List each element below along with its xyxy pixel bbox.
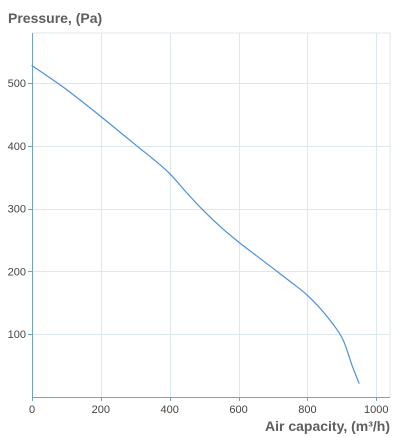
x-tick-label: 1000 bbox=[364, 404, 388, 416]
y-tick-label: 100 bbox=[8, 329, 26, 341]
x-tick-label: 600 bbox=[229, 404, 247, 416]
y-tick-label: 400 bbox=[8, 141, 26, 153]
x-tick-label: 800 bbox=[298, 404, 316, 416]
axes bbox=[28, 33, 390, 401]
tick-labels: 0 200 400 600 800 1000 100 200 300 400 500 bbox=[8, 78, 389, 416]
x-axis-title: Air capacity, (m³/h) bbox=[265, 418, 390, 434]
y-tick-label: 300 bbox=[8, 204, 26, 216]
x-tick-label: 200 bbox=[92, 404, 110, 416]
x-tick-label: 0 bbox=[29, 404, 35, 416]
x-tick-label: 400 bbox=[161, 404, 179, 416]
y-tick-label: 200 bbox=[8, 266, 26, 278]
series-layer bbox=[31, 65, 360, 384]
y-tick-label: 500 bbox=[8, 78, 26, 90]
y-axis-title: Pressure, (Pa) bbox=[8, 10, 102, 26]
grid bbox=[32, 32, 391, 397]
series-line bbox=[31, 65, 360, 384]
